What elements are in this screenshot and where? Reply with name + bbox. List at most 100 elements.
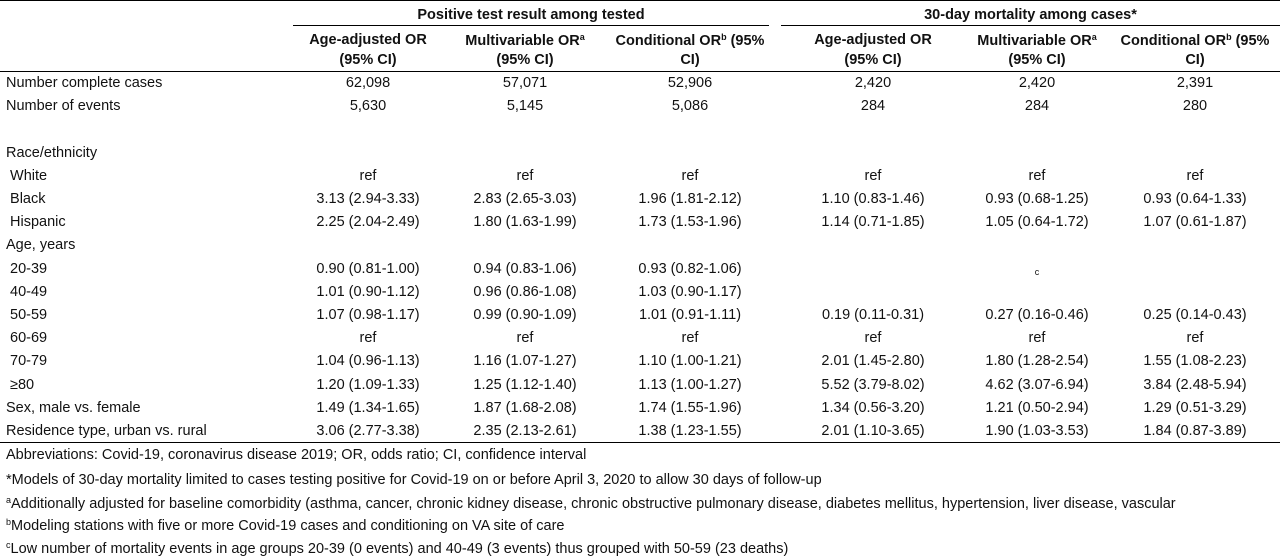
column-header-line2: (95% CI) xyxy=(1008,52,1066,68)
table-cell: 1.34 (0.56-3.20) xyxy=(821,399,925,416)
row-label: Sex, male vs. female xyxy=(6,399,141,416)
table-cell: 284 xyxy=(1024,98,1050,115)
footnote: Abbreviations: Covid-19, coronavirus dis… xyxy=(6,448,586,463)
table-cell: 62,098 xyxy=(345,75,391,91)
table-cell: c xyxy=(1034,266,1040,277)
row-label: 70-79 xyxy=(6,353,48,370)
row-label: 60-69 xyxy=(6,330,48,347)
table-cell: 1.87 (1.68-2.08) xyxy=(473,399,577,416)
table-cell: 1.29 (0.51-3.29) xyxy=(1143,399,1247,416)
table-cell: ref xyxy=(516,330,534,347)
table-cell: 0.25 (0.14-0.43) xyxy=(1143,307,1247,323)
table-cell: 1.25 (1.12-1.40) xyxy=(473,376,577,393)
footnote-text: Low number of mortality events in age gr… xyxy=(10,541,789,557)
table-cell: 2.83 (2.65-3.03) xyxy=(473,191,577,207)
footnote-marker: a xyxy=(6,495,12,505)
table-cell: 1.07 (0.98-1.17) xyxy=(316,307,420,323)
column-header-title: Multivariable OR xyxy=(465,33,580,49)
footnote-text: Additionally adjusted for baseline comor… xyxy=(11,496,1176,512)
table-cell: 1.05 (0.64-1.72) xyxy=(985,214,1089,231)
table-cell: 1.07 (0.61-1.87) xyxy=(1143,214,1247,231)
footnote-text: Abbreviations: Covid-19, coronavirus dis… xyxy=(6,447,587,463)
group-rule-mortality xyxy=(781,25,1280,26)
column-header-line1: Multivariable ORa xyxy=(947,33,1127,49)
table-cell: 5,145 xyxy=(506,98,544,115)
table-cell: 2,420 xyxy=(1018,75,1056,91)
table-cell: 0.94 (0.83-1.06) xyxy=(473,260,577,277)
column-header-title: Age-adjusted OR xyxy=(309,32,427,48)
table-cell: 1.04 (0.96-1.13) xyxy=(316,353,420,370)
table-cell: 1.74 (1.55-1.96) xyxy=(638,399,742,416)
column-header-title-suffix: (95% xyxy=(726,33,765,49)
table-cell: ref xyxy=(1186,330,1204,347)
table-cell: 1.20 (1.09-1.33) xyxy=(316,376,420,393)
table-cell: 2.35 (2.13-2.61) xyxy=(473,423,577,439)
column-header-line2: (95% CI) xyxy=(339,52,397,68)
table-cell: 2,420 xyxy=(854,75,892,91)
table-cell: ref xyxy=(359,330,377,347)
footnote: cLow number of mortality events in age g… xyxy=(6,541,788,557)
table-cell: 1.13 (1.00-1.27) xyxy=(638,376,742,393)
table-cell: ref xyxy=(1186,167,1204,184)
table-cell: 0.19 (0.11-0.31) xyxy=(821,307,925,323)
column-header-title-suffix: (95% xyxy=(1231,33,1270,49)
column-header-superscript: b xyxy=(721,32,727,42)
footnote-marker: b xyxy=(6,517,12,527)
table-cell: 1.96 (1.81-2.12) xyxy=(638,191,742,207)
row-label: White xyxy=(6,167,48,184)
table-cell: 0.93 (0.68-1.25) xyxy=(985,191,1089,207)
table-cell: 0.93 (0.82-1.06) xyxy=(638,260,742,277)
table-cell: 0.90 (0.81-1.00) xyxy=(316,260,420,277)
footnote: *Models of 30-day mortality limited to c… xyxy=(6,473,822,488)
table-cell: 1.01 (0.90-1.12) xyxy=(316,283,420,300)
table-cell: 57,071 xyxy=(502,75,548,91)
table-cell: ref xyxy=(359,167,377,184)
table-cell: 280 xyxy=(1182,98,1208,115)
column-header-line2: (95% CI) xyxy=(496,52,554,68)
table-cell: 1.38 (1.23-1.55) xyxy=(638,423,742,439)
table-cell: 1.21 (0.50-2.94) xyxy=(985,399,1089,416)
footnote: bModeling stations with five or more Cov… xyxy=(6,518,564,534)
table-cell: ref xyxy=(516,167,534,184)
table-cell: ref xyxy=(1028,167,1046,184)
table-cell: 3.13 (2.94-3.33) xyxy=(316,191,420,207)
table-cell: 2,391 xyxy=(1176,75,1214,91)
row-label: Age, years xyxy=(6,237,76,254)
table-cell: ref xyxy=(681,330,699,347)
table-cell: 5,086 xyxy=(671,98,709,115)
row-label: Race/ethnicity xyxy=(6,144,98,161)
row-label: 50-59 xyxy=(6,307,48,323)
table-cell: 4.62 (3.07-6.94) xyxy=(985,376,1089,393)
table-cell: 1.90 (1.03-3.53) xyxy=(985,423,1089,439)
table-cell: 284 xyxy=(860,98,886,115)
footnote: aAdditionally adjusted for baseline como… xyxy=(6,496,1176,512)
row-label: 20-39 xyxy=(6,260,48,277)
table-cell: 1.49 (1.34-1.65) xyxy=(316,399,420,416)
column-header-title: Age-adjusted OR xyxy=(814,32,932,48)
footnote-text: Modeling stations with five or more Covi… xyxy=(11,518,565,534)
column-header-title: Conditional OR xyxy=(615,33,722,49)
top-rule xyxy=(0,0,1280,1)
table-cell: 1.03 (0.90-1.17) xyxy=(638,283,742,300)
header-bottom-rule xyxy=(0,71,1280,72)
footnote-text: *Models of 30-day mortality limited to c… xyxy=(6,472,822,488)
table-cell: 1.10 (0.83-1.46) xyxy=(821,191,925,207)
table-cell: 1.80 (1.28-2.54) xyxy=(985,353,1089,370)
column-header-line1: Multivariable ORa xyxy=(435,33,615,49)
table-cell: 3.06 (2.77-3.38) xyxy=(316,423,420,439)
table-cell: ref xyxy=(1028,330,1046,347)
table-cell: 5.52 (3.79-8.02) xyxy=(821,376,925,393)
table-cell: 3.84 (2.48-5.94) xyxy=(1143,376,1247,393)
column-header-line1: Age-adjusted OR xyxy=(783,33,963,48)
column-header-line1: Age-adjusted OR xyxy=(278,33,458,48)
table-cell: 1.80 (1.63-1.99) xyxy=(473,214,577,231)
group-header-positive: Positive test result among tested xyxy=(417,7,645,23)
table-cell: 0.99 (0.90-1.09) xyxy=(473,307,577,323)
row-label: Residence type, urban vs. rural xyxy=(6,423,207,439)
column-header-superscript: a xyxy=(579,32,585,42)
table-cell: 0.96 (0.86-1.08) xyxy=(473,283,577,300)
table-cell: 1.73 (1.53-1.96) xyxy=(638,214,742,231)
table-cell: 0.27 (0.16-0.46) xyxy=(985,307,1089,323)
table-bottom-rule xyxy=(0,442,1280,443)
column-header-line1: Conditional ORb (95% xyxy=(1105,33,1280,49)
